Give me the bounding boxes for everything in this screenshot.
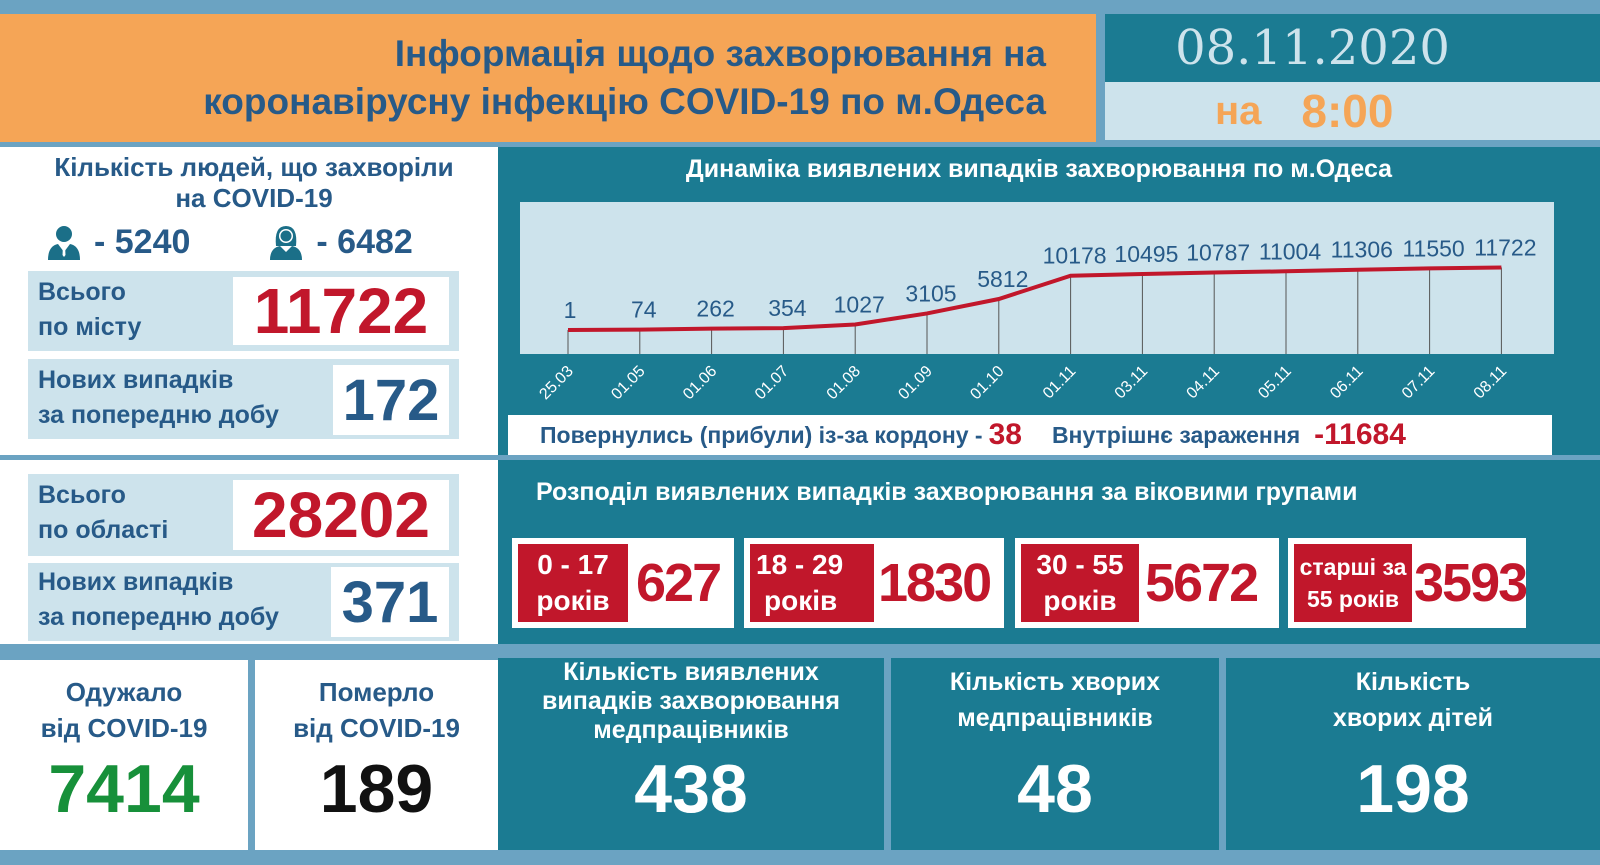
x-tick-label: 01.08 <box>824 363 864 403</box>
city-new-box: Нових випадків за попередню добу 172 <box>28 359 459 439</box>
male-count: - 5240 <box>44 222 190 262</box>
data-label: 3105 <box>905 280 956 306</box>
age-groups-panel: Розподіл виявлених випадків захворювання… <box>498 460 1600 644</box>
data-label: 74 <box>631 297 657 323</box>
city-new-value: 172 <box>333 365 449 435</box>
returned-value: 38 <box>988 418 1022 451</box>
x-tick-label: 01.10 <box>967 363 1007 403</box>
data-label: 11550 <box>1402 235 1464 261</box>
age-groups-title: Розподіл виявлених випадків захворювання… <box>536 478 1358 506</box>
page-title: Інформація щодо захворювання на коронаві… <box>0 14 1096 142</box>
people-title: Кількість людей, що захворіли на COVID-1… <box>54 152 454 213</box>
region-total-label: Всього по області <box>38 481 169 544</box>
x-tick-label: 03.11 <box>1112 363 1152 403</box>
male-user-icon <box>48 226 80 260</box>
age-group-value: 3593 <box>1414 553 1528 613</box>
recovered-value: 7414 <box>48 751 200 827</box>
x-tick-label: 01.11 <box>1040 363 1080 403</box>
female-user-icon <box>270 226 303 260</box>
medics-detected-card: Кількість виявлених випадків захворюванн… <box>498 658 884 850</box>
age-group-value: 5672 <box>1145 553 1259 613</box>
returned-label: Повернулись (прибули) із-за кордону - <box>540 421 983 448</box>
data-label: 10787 <box>1186 239 1250 265</box>
age-group-card: 30 - 55 років 5672 <box>1015 538 1279 628</box>
title-line-2: коронавірусну інфекцію COVID-19 по м.Оде… <box>203 81 1046 122</box>
x-tick-label: 25.03 <box>536 363 576 403</box>
x-tick-label: 04.11 <box>1184 363 1224 403</box>
city-total-value: 11722 <box>233 275 449 347</box>
medics-sick-card: Кількість хворих медпрацівників 48 <box>891 658 1219 850</box>
region-total-box: Всього по області 28202 <box>28 474 459 556</box>
data-label: 11004 <box>1259 238 1321 264</box>
report-time: на 8:00 <box>1105 82 1600 140</box>
line-chart: 1 74 262 354 1027 3105 5812 10178 10495 10787 1100… <box>520 202 1554 354</box>
report-date: 08.11.2020 <box>1105 14 1600 82</box>
children-sick-value: 198 <box>1356 751 1470 827</box>
chart-title: Динаміка виявлених випадків захворювання… <box>685 155 1393 183</box>
region-total-value: 28202 <box>233 479 449 551</box>
age-group-card: 0 - 17 років 627 <box>512 538 734 628</box>
recovered-label: Одужало від COVID-19 <box>40 677 208 743</box>
age-group-tag: 0 - 17 років <box>518 544 628 622</box>
deaths-label: Померло від COVID-19 <box>293 677 460 743</box>
children-sick-card: Кількість хворих дітей 198 <box>1226 658 1600 850</box>
chart-plot: 1 74 262 354 1027 3105 5812 10178 10495 10787 1100… <box>564 234 1537 354</box>
data-label: 5812 <box>977 266 1028 292</box>
city-cases-panel: Кількість людей, що захворіли на COVID-1… <box>0 147 498 455</box>
x-tick-label: 01.07 <box>752 363 792 403</box>
region-cases-panel: Всього по області 28202 Нових випадків з… <box>0 460 498 644</box>
data-label: 1 <box>564 297 577 323</box>
internal-label: Внутрішнє зараження <box>1051 421 1301 448</box>
x-tick-label: 01.05 <box>608 363 648 403</box>
medics-detected-value: 438 <box>634 751 748 827</box>
time-prefix: на <box>1215 88 1262 133</box>
internal-value: -11684 <box>1314 418 1406 451</box>
age-group-card: 18 - 29 років 1830 <box>744 538 1004 628</box>
x-tick-label: 08.11 <box>1471 363 1511 403</box>
age-group-tag: 18 - 29 років <box>750 544 874 622</box>
deaths-card: Померло від COVID-19 189 <box>255 660 498 850</box>
city-new-label: Нових випадків за попередню добу <box>38 366 279 429</box>
cases-dynamics-chart-panel: Динаміка виявлених випадків захворювання… <box>498 147 1600 455</box>
age-group-card: старші за 55 років 3593 <box>1288 538 1528 628</box>
x-tick-label: 05.11 <box>1255 363 1295 403</box>
region-new-box: Нових випадків за попередню добу 371 <box>28 563 459 641</box>
children-sick-label: Кількість хворих дітей <box>1332 668 1494 732</box>
data-label: 10495 <box>1114 241 1178 267</box>
x-tick-label: 01.06 <box>680 363 720 403</box>
data-label: 262 <box>696 296 734 322</box>
data-label: 1027 <box>834 292 885 318</box>
gender-row: - 5240 - 6482 <box>0 220 498 264</box>
data-label: 354 <box>768 295 807 321</box>
x-tick-label: 07.11 <box>1399 363 1439 403</box>
data-label: 11722 <box>1474 234 1536 260</box>
female-count: - 6482 <box>266 222 413 262</box>
data-label: 11306 <box>1331 237 1393 263</box>
medics-sick-label: Кількість хворих медпрацівників <box>949 668 1161 732</box>
city-total-label: Всього по місту <box>38 278 142 341</box>
age-group-tag: старші за 55 років <box>1294 544 1412 622</box>
deaths-value: 189 <box>319 751 434 827</box>
title-line-1: Інформація щодо захворювання на <box>394 33 1046 74</box>
time-value: 8:00 <box>1301 85 1394 137</box>
data-label: 10178 <box>1043 243 1107 269</box>
x-tick-label: 01.09 <box>895 363 935 403</box>
recovered-card: Одужало від COVID-19 7414 <box>0 660 248 850</box>
infection-source-strip: Повернулись (прибули) із-за кордону - 38… <box>508 415 1552 455</box>
x-axis-labels: 25.03 01.05 01.06 01.07 01.08 01.09 01.10 01.11… <box>536 363 1511 403</box>
medics-detected-label: Кількість виявлених випадків захворюванн… <box>542 658 840 744</box>
cases-line <box>567 265 1502 332</box>
age-group-value: 627 <box>636 553 722 613</box>
region-new-label: Нових випадків за попередню добу <box>38 568 279 631</box>
x-tick-label: 06.11 <box>1327 363 1367 403</box>
age-group-tag: 30 - 55 років <box>1021 544 1139 622</box>
region-new-value: 371 <box>331 567 449 637</box>
medics-sick-value: 48 <box>1017 751 1093 827</box>
age-group-value: 1830 <box>878 553 992 613</box>
city-total-box: Всього по місту 11722 <box>28 271 459 351</box>
